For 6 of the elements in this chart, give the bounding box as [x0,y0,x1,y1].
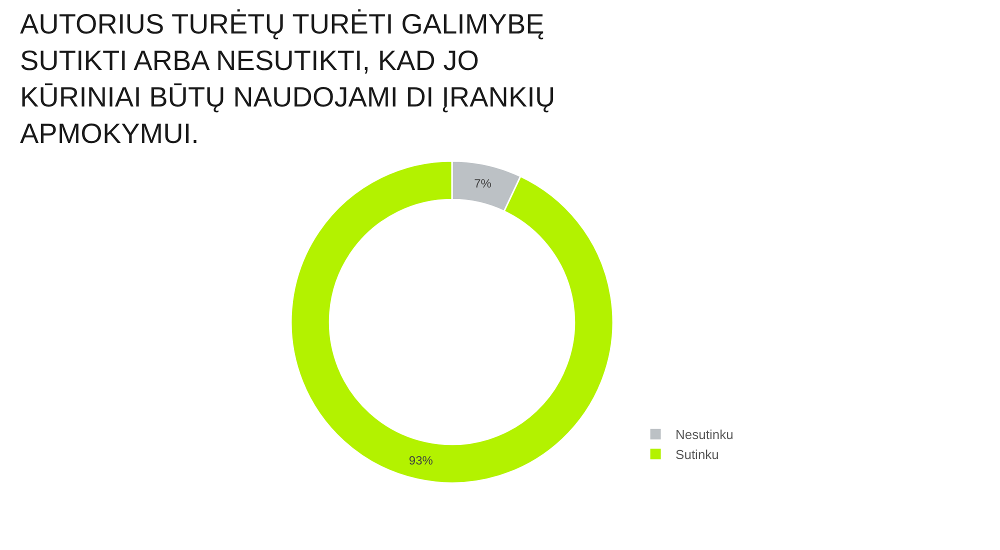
chart-title: AUTORIUS TURĖTŲ TURĖTI GALIMYBĘ SUTIKTI ARBA NESUTIKTI, KAD JO KŪRINIAI BŪTŲ NAUDOJAMI DI ĮRANKIŲ APMOKYMUI. [20,8,556,149]
data-label: 93% [408,453,434,468]
donut-slice [290,160,614,484]
legend-label: Sutinku [676,447,719,462]
data-label: 7% [474,176,492,191]
legend-label: Nesutinku [676,427,734,442]
